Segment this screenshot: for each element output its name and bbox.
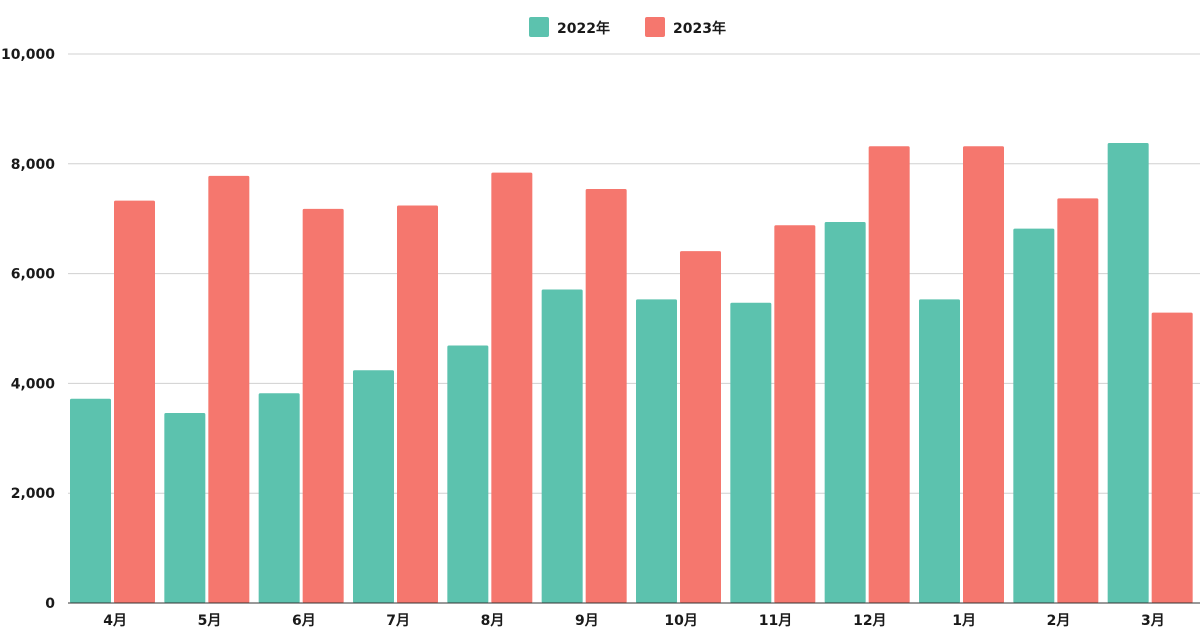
bar-2022年-11月[interactable] [730, 302, 772, 603]
legend: 2022年 2023年 [529, 17, 726, 37]
bar-2022年-4月[interactable] [70, 398, 111, 603]
x-tick-label: 8月 [481, 613, 505, 628]
x-tick-label: 11月 [759, 613, 792, 628]
y-tick-label: 6,000 [11, 267, 56, 283]
bar-2023年-8月[interactable] [491, 172, 533, 604]
x-tick-label: 12月 [853, 613, 886, 628]
bar-2023年-7月[interactable] [397, 205, 438, 604]
bar-2022年-12月[interactable] [824, 221, 866, 603]
gridlines [68, 53, 1200, 494]
bar-2023年-6月[interactable] [302, 208, 344, 603]
legend-label-2023: 2023年 [673, 20, 726, 37]
bar-2022年-7月[interactable] [353, 370, 394, 603]
x-axis-ticks: 4月 5月 6月 7月 8月 9月 10月 11月 12月 1月 2月 3月 [103, 613, 1164, 628]
legend-swatch-2023 [645, 17, 665, 37]
x-tick-label: 4月 [103, 613, 127, 628]
legend-item-2023[interactable]: 2023年 [645, 17, 726, 37]
bar-2023年-9月[interactable] [585, 189, 627, 603]
bars [70, 142, 1193, 604]
bar-2022年-10月[interactable] [636, 299, 677, 603]
bar-2022年-3月[interactable] [1107, 142, 1149, 604]
bar-2023年-12月[interactable] [868, 146, 910, 603]
bar-2023年-1月[interactable] [963, 146, 1004, 603]
bar-2023年-10月[interactable] [680, 251, 721, 603]
bar-2023年-4月[interactable] [114, 200, 155, 603]
x-tick-label: 9月 [575, 613, 599, 628]
bar-2023年-2月[interactable] [1057, 198, 1099, 603]
y-tick-label: 4,000 [11, 376, 56, 392]
legend-label-2022: 2022年 [557, 20, 610, 37]
x-tick-label: 6月 [292, 613, 316, 628]
y-tick-label: 0 [45, 596, 55, 612]
legend-item-2022[interactable]: 2022年 [529, 17, 610, 37]
bar-2022年-8月[interactable] [447, 345, 489, 603]
y-tick-label: 2,000 [11, 486, 56, 502]
x-tick-label: 1月 [952, 613, 976, 628]
x-tick-label: 3月 [1141, 613, 1165, 628]
x-tick-label: 7月 [386, 613, 410, 628]
y-axis-ticks: 0 2,000 4,000 6,000 8,000 10,000 [1, 47, 55, 612]
y-tick-label: 8,000 [11, 157, 56, 173]
y-tick-label: 10,000 [1, 47, 55, 63]
bar-2023年-11月[interactable] [774, 225, 816, 603]
x-tick-label: 5月 [198, 613, 222, 628]
x-tick-label: 2月 [1047, 613, 1071, 628]
x-tick-label: 10月 [664, 613, 697, 628]
bar-2022年-6月[interactable] [258, 393, 300, 603]
legend-swatch-2022 [529, 17, 549, 37]
bar-2022年-5月[interactable] [164, 413, 206, 603]
bar-2022年-1月[interactable] [919, 299, 960, 603]
bar-2022年-2月[interactable] [1013, 228, 1055, 603]
bar-2022年-9月[interactable] [541, 289, 583, 603]
bar-2023年-3月[interactable] [1151, 312, 1193, 603]
bar-2023年-5月[interactable] [208, 175, 250, 604]
